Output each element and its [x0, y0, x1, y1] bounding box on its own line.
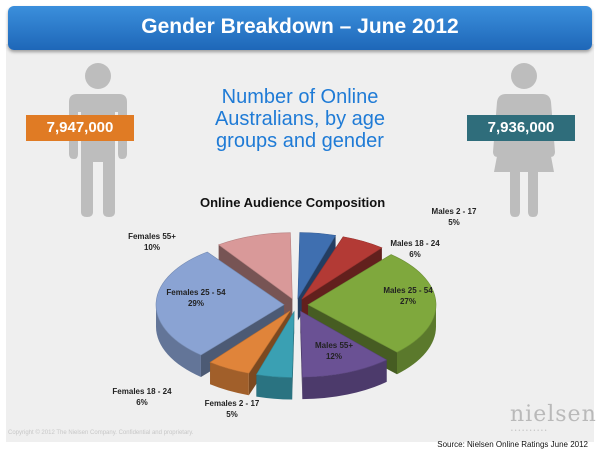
slice-value: 29%: [187, 299, 204, 308]
slice-name: Males 25 - 54: [383, 286, 433, 295]
slice-label-0: Males 2 - 17 5%: [414, 206, 494, 228]
slice-label-7: Females 55+ 10%: [112, 231, 192, 253]
slice-label-4: Females 2 - 17 5%: [192, 398, 272, 420]
headline-line-3: groups and gender: [216, 130, 384, 152]
slice-name: Females 2 - 17: [204, 399, 260, 408]
pie-slice-4: [255, 310, 295, 400]
headline-line-1: Number of Online: [221, 86, 379, 108]
slice-label-2: Males 25 - 54 27%: [368, 285, 448, 307]
chart-title: Online Audience Composition: [200, 195, 386, 210]
female-total-badge: 7,936,000: [467, 115, 575, 141]
pie-slice-3: [300, 310, 388, 400]
slice-label-3: Males 55+ 12%: [294, 340, 374, 362]
male-total-badge: 7,947,000: [26, 115, 134, 141]
page-title: Gender Breakdown – June 2012: [141, 15, 459, 38]
slice-value: 12%: [325, 352, 342, 361]
slice-value: 27%: [399, 297, 416, 306]
slice-value: 5%: [448, 218, 460, 227]
headline-line-2: Australians, by age: [214, 108, 386, 130]
slice-name: Males 2 - 17: [431, 207, 477, 216]
slice-value: 6%: [136, 398, 148, 407]
header-banner: Gender Breakdown – June 2012: [8, 6, 592, 50]
nielsen-logo: nielsen: [510, 402, 597, 427]
slice-name: Females 25 - 54: [166, 288, 226, 297]
slice-name: Females 55+: [128, 232, 176, 241]
slice-value: 6%: [409, 250, 421, 259]
slice-value: 5%: [226, 410, 238, 419]
slice-value: 10%: [143, 243, 160, 252]
slice-name: Males 55+: [314, 341, 354, 350]
slice-name: Females 18 - 24: [112, 387, 172, 396]
headline: Number of Online Australians, by age gro…: [196, 86, 404, 152]
source-note: Source: Nielsen Online Ratings June 2012: [437, 440, 588, 449]
slice-name: Males 18 - 24: [390, 239, 440, 248]
copyright-notice: Copyright © 2012 The Nielsen Company. Co…: [8, 430, 194, 436]
nielsen-logo-dots: ••••••••••: [511, 428, 549, 434]
slice-label-5: Females 18 - 24 6%: [102, 386, 182, 408]
slice-label-6: Females 25 - 54 29%: [156, 287, 236, 309]
slice-label-1: Males 18 - 24 6%: [375, 238, 455, 260]
